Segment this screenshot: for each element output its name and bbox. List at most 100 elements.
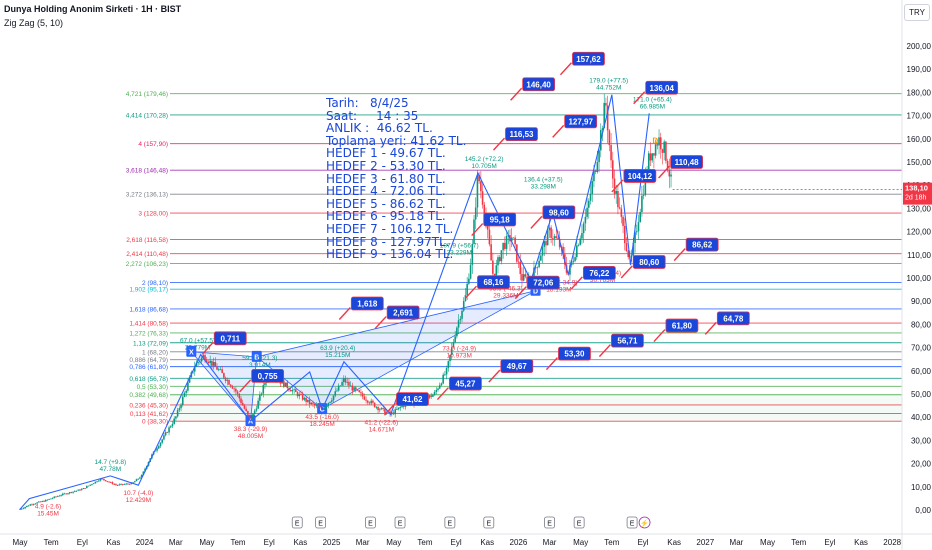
candle <box>125 483 128 485</box>
chart-title: Dunya Holding Anonim Sirketi · 1H · BIST <box>4 4 182 14</box>
y-tick-label: 40,00 <box>911 413 932 422</box>
candle <box>135 479 138 482</box>
candle <box>492 260 494 274</box>
target-box-label: 64,78 <box>723 314 744 323</box>
candle <box>60 495 62 496</box>
candle <box>103 478 105 481</box>
candle <box>466 283 468 296</box>
note-line: HEDEF 1 - 49.67 TL. <box>326 146 446 161</box>
candle <box>65 493 68 495</box>
x-tick-label: Eyl <box>77 538 88 547</box>
y-tick-label: 70,00 <box>911 344 932 353</box>
candle <box>156 448 158 451</box>
candle <box>200 357 203 362</box>
y-tick-label: 130,00 <box>907 204 932 213</box>
fib-level-label: 1,902 (95,17) <box>129 287 168 294</box>
candle <box>121 483 124 485</box>
zigzag-label: 171.0 (+65.4) <box>633 96 672 103</box>
candle <box>576 245 578 258</box>
candle <box>58 495 61 497</box>
y-tick-label: 180,00 <box>907 88 932 97</box>
candle <box>606 105 609 131</box>
candle <box>24 506 26 509</box>
zigzag-label: 136.4 (+37.5) <box>524 177 563 184</box>
fib-level-label: 0 (38,30) <box>142 419 168 426</box>
candle <box>247 411 249 415</box>
candle <box>108 481 110 483</box>
candle <box>433 392 436 395</box>
candle <box>19 509 21 510</box>
fib-level-label: 2,618 (116,58) <box>126 237 168 244</box>
candle <box>111 482 114 485</box>
zigzag-volume-label: 48.005M <box>238 433 263 440</box>
target-box-label: 56,71 <box>617 337 638 346</box>
x-tick-label: Tem <box>791 538 806 547</box>
candle <box>36 502 38 504</box>
candle <box>504 242 506 249</box>
target-arrow <box>598 344 611 358</box>
note-line: Saat: 14 : 35 <box>326 108 419 123</box>
candle <box>363 396 366 400</box>
candle <box>601 128 604 131</box>
candle <box>238 393 241 399</box>
candle <box>665 141 667 161</box>
candle <box>72 491 74 493</box>
candle <box>522 274 525 281</box>
candle <box>343 378 345 383</box>
candle <box>476 174 479 208</box>
candle <box>77 489 80 491</box>
candle <box>101 478 104 480</box>
candle <box>248 414 251 419</box>
zigzag-volume-label: 44.752M <box>596 85 621 92</box>
candle <box>154 450 157 452</box>
target-arrow <box>658 165 671 179</box>
fib-level-label: 4,414 (170,28) <box>126 112 168 119</box>
candle <box>558 238 561 248</box>
candle <box>457 320 460 328</box>
candle <box>159 442 162 447</box>
note-line: HEDEF 3 - 61.80 TL. <box>326 171 446 186</box>
candle <box>56 496 59 497</box>
candle <box>632 243 635 256</box>
candle <box>497 257 499 266</box>
candle <box>284 382 287 387</box>
target-box <box>716 311 750 326</box>
candle <box>257 400 259 409</box>
candle <box>603 102 606 129</box>
candle <box>430 395 432 397</box>
candle <box>22 508 25 510</box>
candle <box>67 493 69 495</box>
zigzag-label: 10.7 (-4.0) <box>123 490 153 497</box>
target-arrow <box>201 341 214 355</box>
fib-level-label: 0,382 (49,68) <box>129 392 168 399</box>
x-tick-label: May <box>573 538 588 547</box>
candle <box>351 385 354 391</box>
event-marker <box>626 516 638 529</box>
target-box <box>564 114 598 129</box>
candle <box>91 484 93 485</box>
fib-layer: 4,721 (179,46) 4,414 (170,28) 4 (157,90) 3,… <box>126 91 902 426</box>
pattern-bcd <box>255 290 536 410</box>
candle <box>176 410 179 417</box>
event-marker <box>394 516 406 529</box>
candle <box>296 392 299 397</box>
candle <box>163 435 165 440</box>
candle <box>663 141 665 153</box>
note-line: HEDEF 2 - 53.30 TL. <box>326 158 446 173</box>
candle <box>322 408 325 410</box>
candle <box>396 409 398 410</box>
target-box-label: 49,67 <box>507 362 528 371</box>
currency-button[interactable]: TRY <box>904 4 930 21</box>
candle <box>106 481 109 483</box>
candle <box>161 439 163 443</box>
target-box-label: 45,27 <box>455 380 476 389</box>
fib-level-label: 0,786 (61,80) <box>129 364 168 371</box>
candle <box>264 383 266 386</box>
candle <box>164 432 167 436</box>
candle <box>118 484 121 486</box>
target-box-label: 157,62 <box>576 55 601 64</box>
candle <box>380 407 383 410</box>
target-arrow <box>570 276 583 290</box>
